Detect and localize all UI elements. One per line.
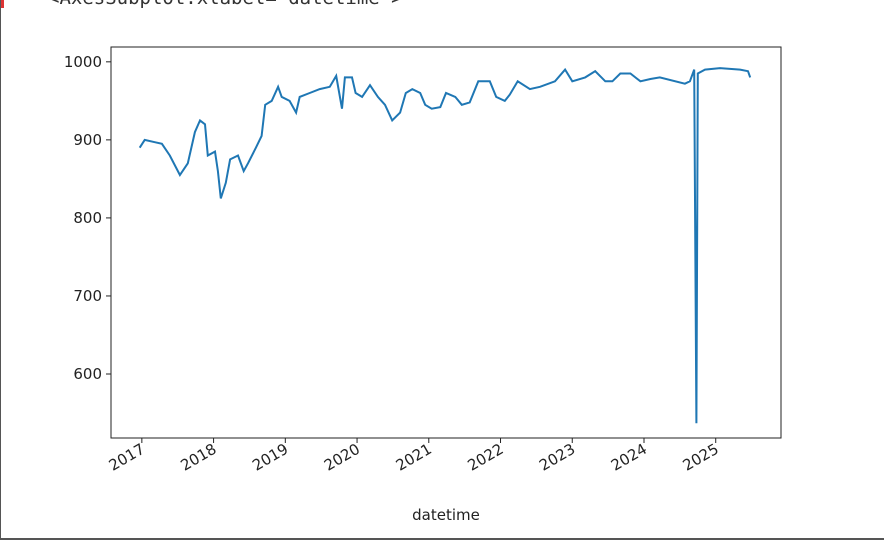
y-tick-label: 900: [73, 131, 102, 149]
x-axis-label: datetime: [412, 506, 480, 524]
y-tick-label: 800: [73, 209, 102, 227]
plot-frame: [110, 46, 782, 439]
cell-border: [0, 0, 1, 540]
x-tick-label: 2023: [536, 440, 578, 475]
y-tick-label: 600: [73, 365, 102, 383]
x-tick-label: 2021: [393, 440, 435, 475]
x-tick-label: 2025: [680, 440, 722, 475]
x-tick-label: 2018: [178, 440, 220, 475]
cell-border: [0, 538, 884, 540]
x-tick-label: 2022: [464, 440, 506, 475]
cell-marker: [0, 0, 4, 8]
output-text: <AxesSubplot:xlabel='datetime'>: [48, 0, 403, 9]
y-tick-label: 1000: [64, 53, 102, 71]
x-tick-label: 2019: [249, 440, 291, 475]
x-tick-label: 2017: [106, 440, 148, 475]
line: [138, 67, 752, 424]
x-tick-label: 2020: [321, 440, 363, 475]
x-tick-label: 2024: [608, 440, 650, 475]
y-tick-label: 700: [73, 287, 102, 305]
